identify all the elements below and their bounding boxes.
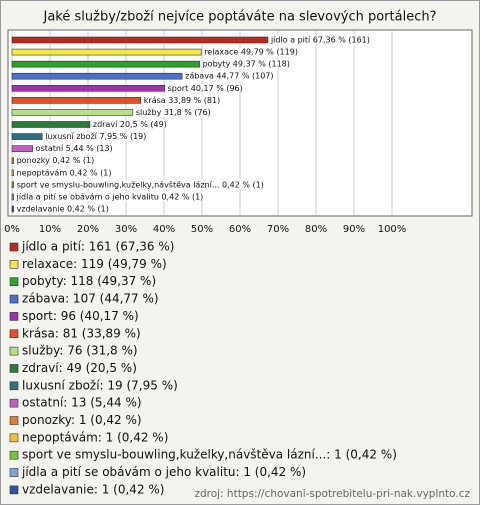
bar [11, 169, 14, 177]
value-label: vzdelavanie 0,42 % (1) [17, 204, 109, 213]
x-tick-label: 20% [77, 224, 99, 235]
legend-swatch [9, 468, 19, 477]
bar [11, 60, 200, 68]
value-label: relaxace 49,79 % (119) [204, 48, 298, 57]
value-label-bg [203, 47, 299, 57]
legend-label: ostatní: 13 (5,44 %) [22, 396, 142, 410]
bar [11, 205, 14, 213]
legend-label: krása: 81 (33,89 %) [22, 326, 141, 340]
legend-swatch [9, 346, 19, 356]
value-label: ostatní 5,44 % (13) [36, 144, 113, 153]
value-label-bg [184, 71, 275, 81]
x-tick-label: 70% [267, 224, 289, 235]
legend-swatch [9, 433, 19, 443]
bar [11, 97, 142, 104]
legend-label: vzdelavanie: 1 (0,42 %) [22, 482, 164, 496]
legend-label: zdraví: 49 (20,5 %) [22, 361, 137, 375]
legend-swatch [9, 242, 19, 252]
value-label: sport ve smyslu-bouwling,kuželky,návštěv… [17, 179, 264, 189]
value-label-bg [15, 168, 113, 178]
value-label: zdraví 20,5 % (49) [93, 120, 167, 129]
legend-label: sport ve smyslu-bouwling,kuželky,návštěv… [22, 448, 397, 462]
value-label: jídlo a pití 67,36 % (161) [270, 36, 370, 45]
legend-swatch [9, 294, 19, 304]
legend-swatch [9, 398, 19, 408]
value-label: ponozky 0,42 % (1) [17, 156, 95, 165]
value-label: sport 40,17 % (96) [168, 84, 243, 93]
value-label-bg [166, 83, 244, 93]
value-label: pobyty 49,37 % (118) [203, 60, 290, 69]
legend-swatch [9, 260, 19, 269]
legend-swatch [9, 277, 19, 287]
value-label: jídla a pití se obávám o jeho kvalitu 0,… [16, 192, 204, 201]
legend-swatch [9, 312, 19, 321]
value-label-bg [14, 192, 205, 202]
bar [11, 84, 165, 92]
bar [11, 48, 202, 56]
x-tick-label: 0% [4, 224, 20, 235]
value-label-bg [142, 95, 222, 105]
bar [11, 36, 269, 44]
legend-label: nepoptávám: 1 (0,42 %) [22, 430, 168, 444]
bar [11, 145, 33, 152]
value-label-bg [15, 179, 265, 190]
legend-swatch [9, 450, 19, 460]
legend-label: relaxace: 119 (49,79 %) [22, 257, 167, 271]
bar [11, 157, 14, 164]
x-tick-label: 50% [191, 224, 213, 235]
value-label-bg [268, 35, 371, 45]
legend-label: pobyty: 118 (49,37 %) [22, 274, 156, 288]
value-label-bg [34, 144, 114, 154]
bar [11, 133, 43, 140]
bar [11, 121, 91, 128]
bar [11, 109, 134, 116]
value-label: zábava 44,77 % (107) [185, 72, 273, 81]
value-label: krása 33,89 % (81) [144, 96, 220, 105]
legend-label: sport: 96 (40,17 %) [22, 309, 139, 323]
chart-title: Jaké služby/zboží nejvíce poptáváte na s… [43, 10, 437, 25]
x-tick-label: 60% [229, 224, 251, 235]
value-label-bg [15, 156, 96, 166]
value-label-bg [201, 59, 291, 69]
legend-swatch [9, 329, 19, 339]
legend-label: jídlo a pití: 161 (67,36 %) [21, 240, 174, 254]
bar [11, 72, 183, 80]
legend-label: jídla a pití se obávám o jeho kvalitu: 1… [21, 465, 306, 479]
legend-swatch [9, 381, 19, 391]
value-label: luxusní zboží 7,95 % (19) [45, 132, 146, 141]
value-label: služby 31,8 % (76) [136, 108, 211, 117]
value-label-bg [134, 107, 212, 117]
x-tick-label: 10% [39, 224, 61, 235]
value-label-bg [15, 204, 110, 214]
value-label-bg [44, 132, 148, 142]
x-tick-label: 80% [305, 224, 327, 235]
legend-swatch [9, 416, 19, 425]
legend-label: zábava: 107 (44,77 %) [22, 292, 159, 306]
legend-swatch [9, 485, 19, 495]
legend-label: služby: 76 (31,8 %) [22, 344, 138, 358]
bar [11, 193, 14, 201]
x-tick-label: 30% [115, 224, 137, 235]
x-tick-label: 40% [153, 224, 175, 235]
legend-swatch [9, 364, 19, 373]
legend-label: luxusní zboží: 19 (7,95 %) [22, 378, 178, 392]
value-label-bg [91, 119, 168, 129]
bar [11, 181, 14, 189]
x-tick-label: 100% [378, 224, 407, 235]
source: zdroj: https://chovani-spotrebitelu-pri-… [194, 488, 470, 500]
legend-label: ponozky: 1 (0,42 %) [22, 413, 142, 427]
value-label: nepoptávám 0,42 % (1) [17, 168, 112, 177]
x-tick-label: 90% [343, 224, 365, 235]
